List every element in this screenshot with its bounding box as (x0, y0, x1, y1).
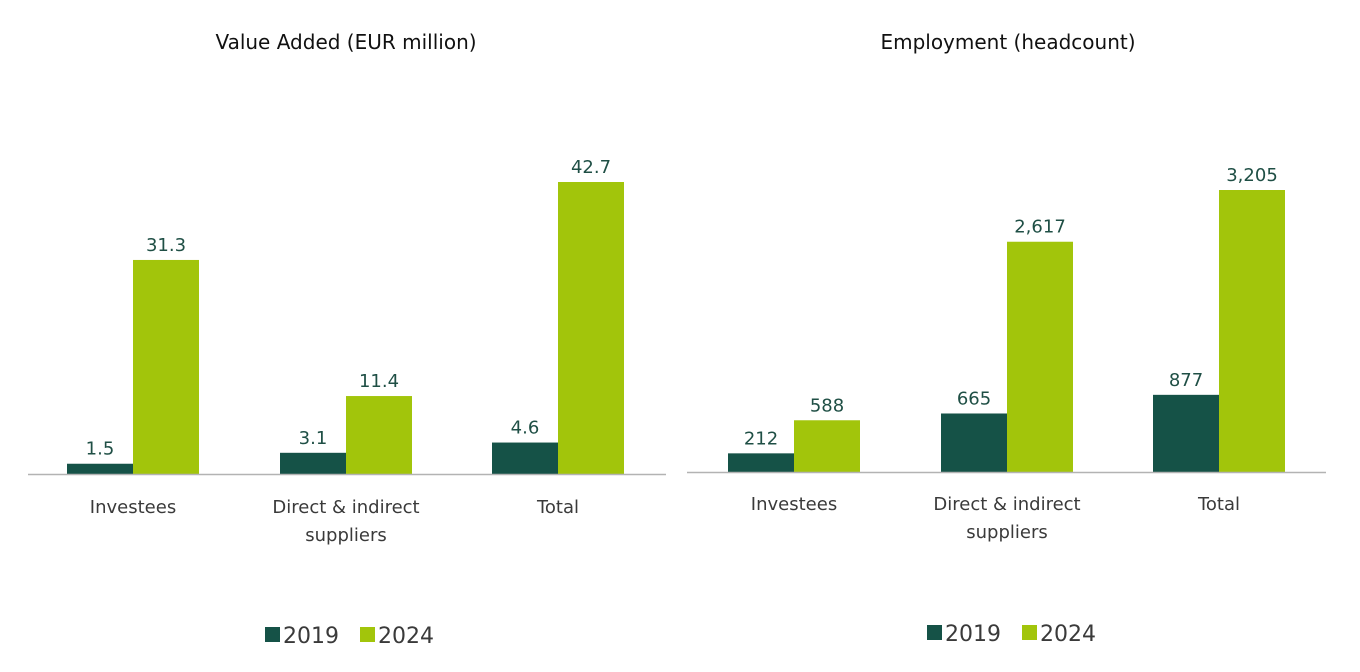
chart-2-value-label-2024-3: 3,205 (1226, 165, 1278, 186)
chart-2-bar-2024-1 (794, 420, 860, 472)
chart-1-value-label-2019-2: 3.1 (299, 428, 328, 449)
chart-2-bar-2024-3 (1219, 190, 1285, 472)
chart-2-value-label-2024-1: 588 (810, 395, 844, 416)
chart-1-value-label-2019-1: 1.5 (86, 439, 115, 460)
chart-1-legend-label-2024: 2024 (378, 624, 434, 649)
chart-2-legend-swatch-2024 (1022, 625, 1037, 640)
chart-2-value-label-2024-2: 2,617 (1014, 217, 1066, 238)
chart-1-bar-2019-2 (280, 452, 346, 474)
chart-2-value-label-2019-3: 877 (1169, 370, 1203, 391)
chart-1-category-label-1: Investees (90, 497, 176, 518)
chart-1-title: Value Added (EUR million) (215, 30, 476, 54)
chart-2-legend-swatch-2019 (927, 625, 942, 640)
chart-1-category-label-2: Direct & indirect suppliers (272, 497, 419, 546)
chart-2-bar-2019-2 (941, 413, 1007, 472)
chart-1-legend-swatch-2024 (360, 627, 375, 642)
chart-1-value-label-2024-3: 42.7 (571, 157, 611, 178)
chart-2-legend-label-2024: 2024 (1040, 622, 1096, 647)
chart-2-value-label-2019-1: 212 (744, 428, 778, 449)
chart-1-bar-2024-2 (346, 396, 412, 474)
chart-2-bar-2019-3 (1153, 394, 1219, 472)
chart-2-category-label-3: Total (1197, 494, 1240, 515)
chart-2-title: Employment (headcount) (880, 30, 1135, 54)
chart-1-bar-2024-3 (558, 182, 624, 474)
chart-1-bar-2019-1 (67, 463, 133, 474)
chart-1-legend-swatch-2019 (265, 627, 280, 642)
chart-2-category-label-1: Investees (751, 494, 837, 515)
chart-2-legend-label-2019: 2019 (945, 622, 1001, 647)
chart-2-value-label-2019-2: 665 (957, 388, 991, 409)
chart-1-value-label-2019-3: 4.6 (511, 418, 540, 439)
chart-2-category-label-2: Direct & indirect suppliers (933, 494, 1080, 543)
chart-1-value-label-2024-2: 11.4 (359, 371, 399, 392)
chart-1-bar-2019-3 (492, 442, 558, 474)
chart-1-legend-label-2019: 2019 (283, 624, 339, 649)
chart-1-bar-2024-1 (133, 259, 199, 474)
chart-2-bar-2024-2 (1007, 241, 1073, 472)
chart-1-category-label-3: Total (536, 497, 579, 518)
chart-1-value-label-2024-1: 31.3 (146, 235, 186, 256)
chart-2-bar-2019-1 (728, 453, 794, 472)
